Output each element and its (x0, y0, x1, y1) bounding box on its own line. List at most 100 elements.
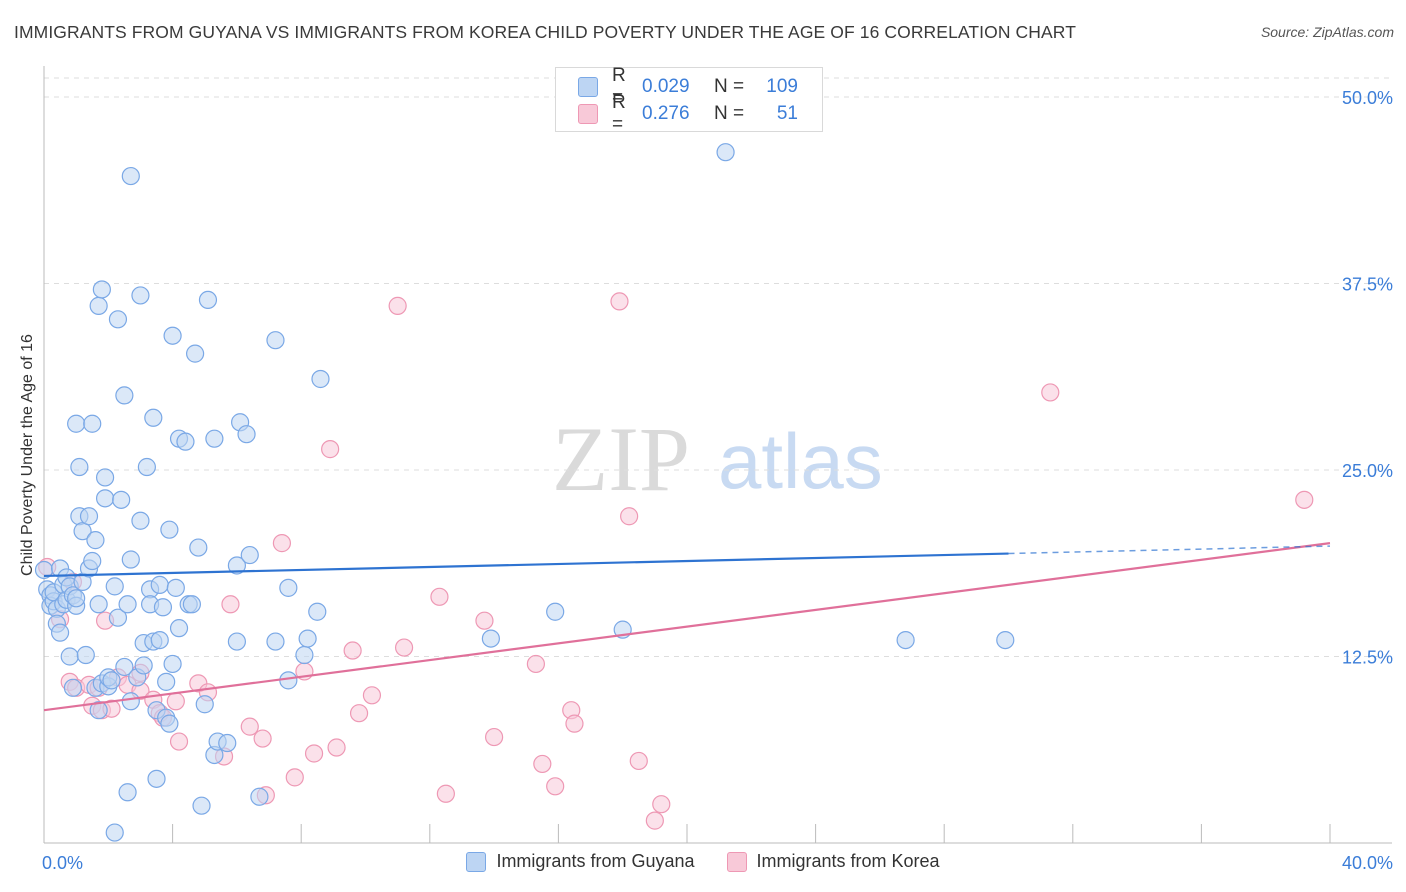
korea-point (485, 727, 504, 747)
guyana-point (60, 647, 79, 666)
guyana-point (115, 657, 134, 677)
guyana-point (108, 310, 128, 329)
guyana-point (250, 787, 269, 806)
korea-point (285, 768, 304, 787)
guyana-point (227, 632, 246, 651)
guyana-point (102, 671, 121, 690)
guyana-point (546, 602, 565, 621)
guyana-point (295, 645, 314, 665)
guyana-legend-swatch (466, 851, 487, 872)
guyana-point (716, 143, 735, 162)
guyana-trend-line (43, 552, 1009, 578)
guyana-legend-label: Immigrants from Guyana (496, 851, 695, 871)
source-credit: Source: ZipAtlas.com (1260, 24, 1394, 40)
guyana-n-value: 109 (766, 76, 798, 97)
guyana-point (67, 414, 86, 433)
guyana-point (70, 457, 89, 477)
y-tick-label: 37.5% (1342, 275, 1393, 295)
n-label: N = (714, 103, 745, 124)
series-legend: Immigrants from Guyana Immigrants from K… (0, 851, 1406, 872)
guyana-point (157, 672, 176, 691)
guyana-r-value: 0.029 (642, 76, 690, 97)
guyana-point (89, 296, 108, 315)
guyana-point (115, 386, 134, 405)
korea-point (388, 296, 407, 315)
guyana-point (298, 629, 317, 648)
guyana-point (186, 344, 205, 363)
guyana-point (89, 701, 108, 720)
n-label: N = (714, 76, 745, 97)
guyana-point (166, 578, 185, 597)
guyana-point (137, 457, 156, 477)
legend-item-guyana[interactable]: Immigrants from Guyana (466, 851, 695, 872)
korea-point (327, 738, 346, 757)
korea-point (1041, 383, 1060, 402)
korea-point (394, 638, 414, 657)
guyana-point (76, 645, 95, 665)
guyana-point (311, 369, 330, 389)
korea-point (240, 717, 259, 736)
r-label: R = (612, 92, 626, 135)
guyana-point (160, 520, 179, 539)
guyana-point (227, 556, 246, 575)
guyana-point (121, 692, 140, 711)
korea-legend-swatch (726, 851, 747, 872)
guyana-point (147, 769, 166, 788)
x-tick-label-min: 0.0% (42, 853, 83, 873)
guyana-point (121, 550, 140, 569)
guyana-point (169, 619, 189, 638)
guyana-point (105, 577, 124, 596)
korea-point (565, 714, 584, 733)
guyana-point (266, 632, 285, 651)
guyana-point (153, 598, 173, 617)
korea-r-value: 0.276 (642, 103, 690, 124)
guyana-point (481, 629, 500, 648)
korea-legend-label: Immigrants from Korea (756, 851, 940, 871)
guyana-point (83, 551, 102, 571)
guyana-point (112, 490, 131, 509)
stats-legend-row-korea: R = 0.276 N = 51 (578, 92, 798, 135)
guyana-point (131, 286, 150, 305)
guyana-point (134, 656, 153, 675)
guyana-point (896, 630, 915, 650)
guyana-point (105, 823, 124, 842)
guyana-point (121, 166, 140, 186)
korea-point (343, 641, 362, 660)
watermark-atlas: atlas (718, 417, 883, 505)
watermark-zip: ZIP (552, 408, 690, 510)
guyana-point (996, 630, 1015, 650)
korea-point (533, 754, 552, 774)
korea-point (272, 534, 292, 553)
guyana-swatch (578, 77, 598, 97)
guyana-point (67, 589, 86, 608)
korea-point (620, 507, 639, 526)
guyana-trend-extension (1008, 545, 1331, 555)
korea-point (645, 811, 664, 830)
guyana-point (308, 602, 327, 621)
guyana-point (118, 783, 137, 802)
guyana-point (79, 507, 99, 526)
korea-point (430, 587, 449, 606)
guyana-point (95, 489, 115, 508)
korea-point (436, 784, 455, 803)
guyana-point (237, 425, 256, 444)
guyana-point (192, 796, 211, 815)
guyana-point (195, 695, 214, 714)
guyana-point (63, 678, 83, 697)
chart-title: IMMIGRANTS FROM GUYANA VS IMMIGRANTS FRO… (14, 22, 1076, 42)
korea-point (475, 611, 494, 630)
guyana-point (144, 408, 163, 427)
korea-point (629, 751, 648, 771)
korea-point (253, 729, 272, 748)
guyana-point (205, 429, 224, 448)
y-tick-label: 12.5% (1342, 648, 1393, 668)
guyana-point (83, 414, 102, 433)
guyana-point (163, 654, 182, 674)
korea-trend-line (43, 542, 1331, 712)
guyana-point (189, 538, 208, 557)
legend-item-korea[interactable]: Immigrants from Korea (726, 851, 940, 872)
guyana-point (160, 714, 179, 733)
guyana-point (163, 326, 182, 345)
korea-point (652, 795, 671, 814)
